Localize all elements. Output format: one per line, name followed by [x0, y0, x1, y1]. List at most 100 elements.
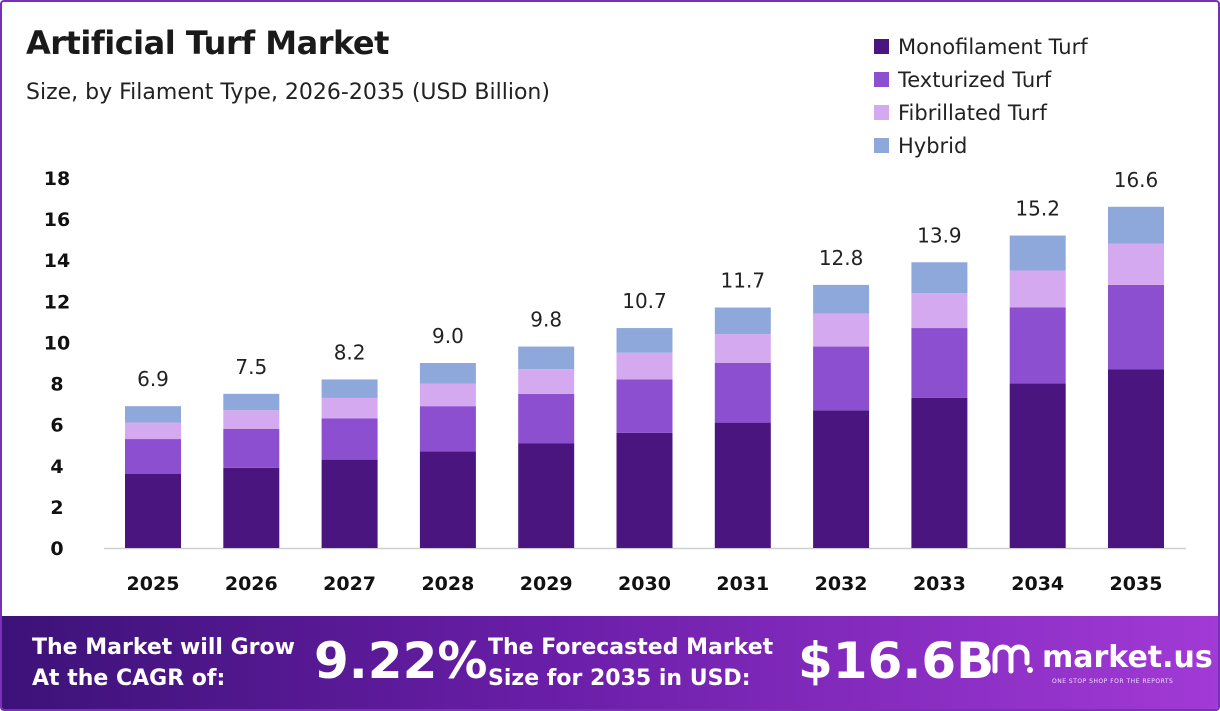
- brand-logo[interactable]: market.us: [992, 640, 1213, 675]
- y-tick-label: 14: [44, 250, 70, 272]
- legend-swatch-fibrillated: [874, 105, 889, 120]
- legend-swatch-monofilament: [874, 39, 889, 54]
- forecast-label: The Forecasted Market Size for 2035 in U…: [488, 635, 774, 691]
- bar-segment: [1009, 383, 1066, 548]
- y-tick-label: 18: [44, 168, 70, 190]
- bar-segment: [911, 328, 968, 398]
- total-data-label: 16.6: [1114, 168, 1159, 192]
- y-tick-label: 2: [50, 497, 63, 519]
- legend-swatch-texturized: [874, 72, 889, 87]
- x-tick-label: 2033: [913, 573, 966, 595]
- bar-segment: [419, 363, 476, 384]
- bar-segment: [223, 428, 280, 468]
- bar-segment: [813, 410, 870, 548]
- x-tick-label: 2027: [323, 573, 376, 595]
- cagr-label: The Market will Grow At the CAGR of:: [32, 635, 295, 691]
- bar-segment: [1009, 235, 1066, 271]
- chart-subtitle: Size, by Filament Type, 2026-2035 (USD B…: [26, 80, 550, 105]
- bar-segment: [911, 293, 968, 329]
- bar-segment: [419, 406, 476, 452]
- stacked-bar-chart: 0 2 4 6 8 10 12 14 16 18 6.9 2025 7.5 2026 8.2 2027 9.0 2…: [44, 168, 1186, 595]
- legend-label: Hybrid: [898, 133, 968, 158]
- bar-segment: [1108, 284, 1164, 370]
- bar-segment: [813, 284, 870, 314]
- logo-mark-icon: [992, 644, 1033, 673]
- legend-item-monofilament: Monofilament Turf: [874, 30, 1088, 63]
- logo-name: market.us: [1042, 640, 1213, 675]
- bar-segment: [223, 467, 280, 548]
- bar-segment: [223, 393, 280, 411]
- total-data-label: 15.2: [1015, 197, 1060, 221]
- bar-segment: [518, 369, 575, 394]
- bar-segment: [911, 397, 968, 548]
- x-tick-label: 2029: [520, 573, 573, 595]
- forecast-value: $16.6B: [798, 632, 995, 690]
- total-data-label: 9.0: [432, 324, 464, 348]
- x-tick-label: 2031: [716, 573, 769, 595]
- bar-segment: [125, 422, 181, 440]
- bar-segment: [714, 334, 771, 363]
- total-data-label: 12.8: [819, 246, 864, 270]
- bar-segment: [616, 379, 673, 433]
- bar-segment: [518, 346, 575, 370]
- total-data-label: 13.9: [917, 223, 962, 247]
- bar-segment: [1108, 243, 1164, 285]
- y-tick-label: 6: [50, 415, 63, 437]
- footer-banner: The Market will Grow At the CAGR of: 9.2…: [2, 616, 1218, 709]
- y-tick-label: 16: [44, 209, 70, 231]
- x-tick-label: 2030: [618, 573, 671, 595]
- y-tick-label: 10: [44, 332, 70, 354]
- legend-item-hybrid: Hybrid: [874, 129, 1088, 162]
- x-tick-label: 2034: [1011, 573, 1064, 595]
- bar-segment: [616, 432, 673, 548]
- total-data-label: 8.2: [334, 340, 366, 364]
- bar-segment: [321, 397, 378, 419]
- bar-segment: [223, 410, 280, 429]
- x-tick-label: 2032: [815, 573, 868, 595]
- bar-segment: [714, 422, 771, 548]
- bar-segment: [616, 328, 673, 353]
- bar-segment: [125, 406, 181, 423]
- bar-segment: [911, 262, 968, 294]
- bar-segment: [518, 393, 575, 444]
- legend-item-texturized: Texturized Turf: [874, 63, 1088, 96]
- bar-segment: [714, 307, 771, 335]
- bar-segment: [125, 439, 181, 474]
- bar-segment: [419, 383, 476, 407]
- chart-title: Artificial Turf Market: [26, 24, 389, 62]
- bar-segment: [125, 474, 181, 548]
- total-data-label: 6.9: [137, 367, 169, 391]
- total-data-label: 7.5: [235, 355, 267, 379]
- bar-segment: [321, 459, 378, 548]
- x-tick-label: 2035: [1110, 573, 1163, 595]
- y-tick-label: 8: [50, 374, 63, 396]
- total-data-label: 10.7: [622, 289, 667, 313]
- total-data-label: 11.7: [721, 269, 766, 293]
- bar-segment: [1108, 206, 1164, 244]
- legend: Monofilament Turf Texturized Turf Fibril…: [874, 30, 1088, 162]
- y-tick-label: 4: [50, 456, 63, 478]
- bar-segment: [1009, 270, 1066, 308]
- legend-label: Monofilament Turf: [898, 34, 1088, 59]
- x-tick-label: 2028: [421, 573, 474, 595]
- x-tick-label: 2025: [127, 573, 180, 595]
- legend-label: Texturized Turf: [898, 67, 1052, 92]
- bar-segment: [714, 363, 771, 423]
- y-tick-label: 0: [50, 538, 63, 560]
- logo-tagline: ONE STOP SHOP FOR THE REPORTS: [1052, 678, 1174, 685]
- bar-segment: [1009, 307, 1066, 384]
- bar-segment: [518, 443, 575, 548]
- bar-segment: [419, 451, 476, 548]
- legend-label: Fibrillated Turf: [898, 100, 1047, 125]
- total-data-label: 9.8: [530, 308, 562, 332]
- x-tick-label: 2026: [225, 573, 278, 595]
- bar-segment: [616, 352, 673, 380]
- y-tick-label: 12: [44, 291, 70, 313]
- bar-segment: [813, 346, 870, 411]
- bar-segment: [321, 379, 378, 398]
- bar-segment: [1108, 369, 1164, 548]
- bar-segment: [813, 313, 870, 347]
- legend-item-fibrillated: Fibrillated Turf: [874, 96, 1088, 129]
- bar-segment: [321, 418, 378, 460]
